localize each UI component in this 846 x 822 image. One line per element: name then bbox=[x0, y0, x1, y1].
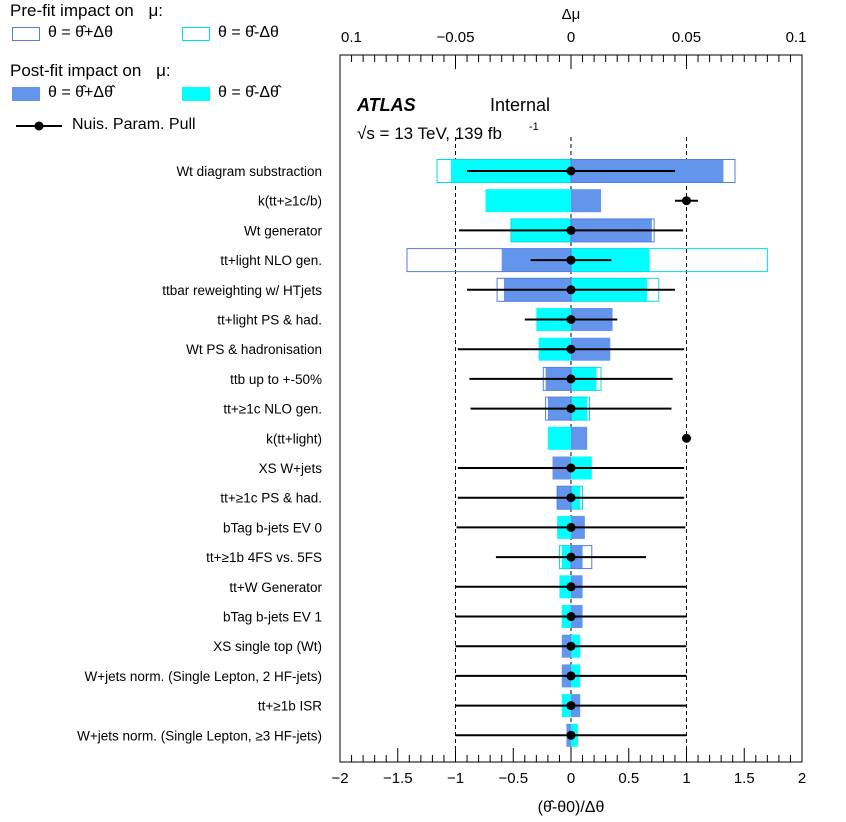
bottom-tick-label: −0.5 bbox=[498, 770, 528, 787]
legend-prefit-minus-label: θ = θ̂-Δθ bbox=[218, 24, 279, 41]
parameter-label: tt+≥1b ISR bbox=[258, 699, 322, 714]
legend-postfit-title: Post-fit impact on bbox=[10, 61, 142, 80]
parameter-label: tt+≥1c PS & had. bbox=[220, 491, 322, 506]
pull-marker bbox=[682, 196, 691, 206]
legend-postfit-header: Post-fit impact on μ: bbox=[10, 61, 171, 81]
parameter-label: W+jets norm. (Single Lepton, ≥3 HF-jets) bbox=[77, 728, 322, 743]
pull-marker bbox=[566, 493, 576, 503]
parameter-label: tt+≥1c NLO gen. bbox=[223, 402, 322, 417]
top-tick-label: 0 bbox=[567, 29, 575, 46]
energy-label: √s = 13 TeV, 139 fb bbox=[357, 124, 502, 143]
pull-marker bbox=[566, 552, 576, 562]
pull-marker bbox=[566, 641, 576, 651]
pull-marker bbox=[566, 315, 576, 324]
top-tick-label: −0.05 bbox=[437, 29, 475, 46]
parameter-label: Wt PS & hadronisation bbox=[186, 342, 322, 357]
status-label: Internal bbox=[490, 95, 550, 115]
parameter-label: W+jets norm. (Single Lepton, 2 HF-jets) bbox=[85, 669, 322, 684]
bottom-tick-label: 1 bbox=[682, 770, 690, 787]
pull-marker bbox=[566, 463, 576, 473]
parameter-label: tt+W Generator bbox=[229, 580, 322, 595]
legend-prefit-mu: μ: bbox=[148, 1, 164, 20]
atlas-label: ATLAS bbox=[356, 95, 416, 115]
bottom-tick-label: −2 bbox=[331, 770, 348, 787]
pull-marker bbox=[566, 255, 576, 265]
postfit-plus-bar bbox=[571, 189, 602, 213]
legend-postfit-minus-swatch bbox=[182, 87, 210, 101]
parameter-label: ttbar reweighting w/ HTjets bbox=[162, 283, 322, 298]
legend-prefit-plus-swatch bbox=[12, 27, 40, 41]
parameter-label: k(tt+≥1c/b) bbox=[258, 194, 322, 209]
bottom-tick-label: 0 bbox=[567, 770, 575, 787]
legend-prefit-minus-swatch bbox=[182, 27, 210, 41]
legend-postfit-mu: μ: bbox=[156, 61, 171, 80]
legend-postfit-minus-label: θ = θ̂-Δθ̂ bbox=[218, 84, 279, 101]
legend-prefit-plus-label: θ = θ̂+Δθ bbox=[48, 24, 113, 41]
parameter-label: bTag b-jets EV 0 bbox=[223, 520, 322, 535]
parameter-label: Wt diagram substraction bbox=[176, 164, 322, 179]
parameter-label: XS W+jets bbox=[259, 461, 323, 476]
postfit-minus-bar bbox=[485, 189, 571, 213]
parameter-label: tt+≥1b 4FS vs. 5FS bbox=[206, 550, 322, 565]
bottom-tick-label: 0.5 bbox=[618, 770, 639, 787]
bottom-tick-label: −1 bbox=[447, 770, 464, 787]
pull-marker bbox=[566, 730, 576, 740]
legend-postfit-plus-swatch bbox=[12, 87, 40, 101]
bottom-tick-label: 2 bbox=[798, 770, 806, 787]
pull-marker bbox=[566, 374, 576, 384]
pull-marker bbox=[682, 433, 691, 443]
pull-marker bbox=[566, 225, 576, 235]
legend-pull-marker bbox=[16, 121, 62, 131]
bottom-tick-label: −1.5 bbox=[383, 770, 413, 787]
legend-pull-label: Nuis. Param. Pull bbox=[72, 116, 196, 133]
pull-marker bbox=[566, 344, 576, 354]
postfit-minus-bar bbox=[547, 426, 571, 450]
pull-marker bbox=[566, 404, 576, 414]
top-tick-label: 0.1 bbox=[786, 29, 807, 46]
parameter-label: XS single top (Wt) bbox=[213, 639, 322, 654]
pull-marker bbox=[566, 522, 576, 532]
pull-marker bbox=[566, 582, 576, 592]
pull-marker bbox=[566, 701, 576, 711]
postfit-plus-bar bbox=[571, 426, 588, 450]
parameter-label: Wt generator bbox=[244, 223, 323, 238]
top-tick-label: 0.1 bbox=[341, 29, 362, 46]
parameter-label: k(tt+light) bbox=[266, 431, 322, 446]
legend-prefit-header: Pre-fit impact on μ: bbox=[10, 1, 163, 21]
legend-prefit-title: Pre-fit impact on bbox=[10, 1, 134, 20]
legend-postfit-plus-label: θ = θ̂+Δθ̂ bbox=[48, 84, 113, 101]
lumi-exponent: -1 bbox=[529, 121, 539, 133]
pull-marker bbox=[566, 285, 576, 295]
pull-marker bbox=[566, 671, 576, 681]
pull-marker bbox=[566, 612, 576, 621]
bottom-axis-title: (θ̂-θ0)/Δθ bbox=[538, 799, 605, 816]
top-tick-label: 0.05 bbox=[672, 29, 701, 46]
pull-marker bbox=[566, 166, 576, 176]
parameter-label: bTag b-jets EV 1 bbox=[223, 610, 322, 625]
bottom-tick-label: 1.5 bbox=[734, 770, 755, 787]
parameter-label: tt+light PS & had. bbox=[217, 313, 322, 328]
parameter-label: ttb up to +-50% bbox=[230, 372, 322, 387]
top-axis-title: Δμ bbox=[562, 6, 581, 23]
parameter-label: tt+light NLO gen. bbox=[220, 253, 322, 268]
